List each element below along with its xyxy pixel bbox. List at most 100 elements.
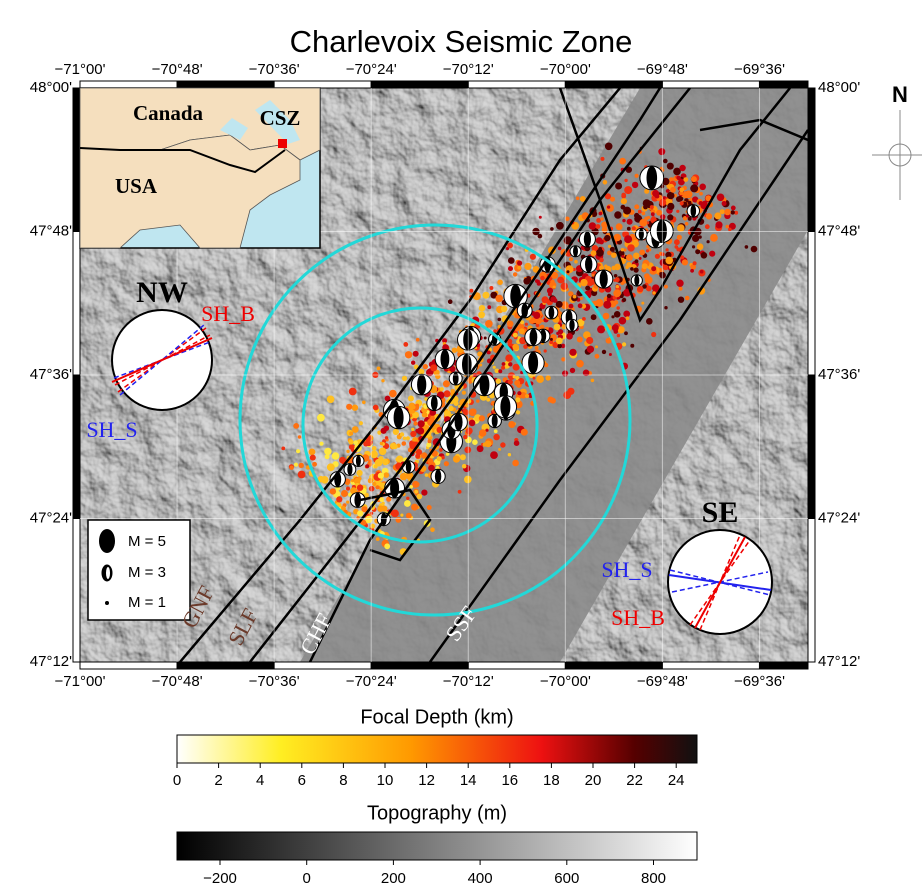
earthquake xyxy=(683,177,688,182)
earthquake xyxy=(619,158,626,165)
earthquake xyxy=(691,176,697,182)
frame-bar xyxy=(177,81,274,88)
lat-label: 47°36' xyxy=(818,366,860,383)
earthquake xyxy=(521,429,528,436)
tick-label: 16 xyxy=(501,772,518,789)
lon-label: −70°36' xyxy=(249,673,300,690)
earthquake xyxy=(623,207,631,215)
earthquake xyxy=(550,338,553,341)
earthquake xyxy=(418,420,425,427)
inset-label: Canada xyxy=(133,101,204,125)
earthquake xyxy=(437,456,442,461)
earthquake xyxy=(591,379,595,383)
earthquake xyxy=(298,435,301,438)
tick-label: 400 xyxy=(468,870,493,887)
earthquake xyxy=(508,266,513,271)
earthquake xyxy=(460,454,466,460)
earthquake xyxy=(508,421,515,428)
earthquake xyxy=(542,296,549,303)
earthquake xyxy=(666,248,669,251)
lon-label: −71°00' xyxy=(55,673,106,690)
lon-label: −69°36' xyxy=(734,61,785,78)
inset-map: Canada USA CSZ xyxy=(80,88,320,248)
focal-mechanism xyxy=(569,319,574,331)
earthquake xyxy=(745,245,749,249)
earthquake xyxy=(726,225,730,229)
earthquake xyxy=(533,312,540,319)
earthquake xyxy=(349,444,355,450)
earthquake xyxy=(624,179,627,182)
colorbar-title: Focal Depth (km) xyxy=(360,706,513,728)
earthquake xyxy=(566,333,573,340)
earthquake xyxy=(395,457,399,461)
earthquake xyxy=(536,375,544,383)
earthquake xyxy=(453,456,460,463)
earthquake xyxy=(294,463,298,467)
earthquake xyxy=(396,517,402,523)
earthquake xyxy=(296,449,300,453)
earthquake xyxy=(639,250,645,256)
earthquake xyxy=(677,224,685,232)
depth-ticks: 024681012141618202224 xyxy=(173,763,685,789)
earthquake xyxy=(479,364,482,367)
earthquake xyxy=(501,306,507,312)
earthquake xyxy=(617,334,620,337)
earthquake xyxy=(416,449,422,455)
frame-bar xyxy=(73,88,80,232)
earthquake xyxy=(427,505,432,510)
earthquake xyxy=(327,463,335,471)
earthquake xyxy=(317,414,325,422)
earthquake xyxy=(309,449,316,456)
earthquake xyxy=(682,259,688,265)
earthquake xyxy=(634,204,639,209)
frame-bar xyxy=(759,662,808,669)
earthquake xyxy=(615,277,620,282)
earthquake xyxy=(627,244,634,251)
earthquake xyxy=(591,250,597,256)
earthquake xyxy=(692,235,699,242)
earthquake xyxy=(327,396,335,404)
earthquake xyxy=(346,450,349,453)
title: Charlevoix Seismic Zone xyxy=(290,24,633,59)
earthquake xyxy=(400,432,404,436)
frame-bar xyxy=(371,81,468,88)
earthquake xyxy=(596,249,604,257)
earthquake xyxy=(336,496,342,502)
earthquake xyxy=(346,501,349,504)
earthquake xyxy=(554,324,561,331)
earthquake xyxy=(411,428,414,431)
earthquake xyxy=(664,285,668,289)
earthquake xyxy=(430,527,435,532)
earthquake xyxy=(675,245,679,249)
earthquake xyxy=(621,248,624,251)
earthquake xyxy=(289,466,293,470)
earthquake xyxy=(490,451,498,459)
earthquake xyxy=(595,354,600,359)
earthquake xyxy=(679,165,685,171)
focal-mechanism xyxy=(585,256,592,272)
earthquake xyxy=(633,253,639,259)
earthquake xyxy=(525,394,529,398)
earthquake xyxy=(545,375,550,380)
earthquake xyxy=(557,277,564,284)
earthquake xyxy=(693,261,697,265)
earthquake xyxy=(659,272,662,275)
earthquake xyxy=(512,460,519,467)
earthquake xyxy=(619,317,627,325)
earthquake xyxy=(570,368,575,373)
earthquake xyxy=(530,254,536,260)
earthquake xyxy=(608,245,611,248)
earthquake xyxy=(406,497,409,500)
earthquake xyxy=(476,399,479,402)
tick-label: 18 xyxy=(543,772,560,789)
earthquake xyxy=(403,437,406,440)
frame-bar xyxy=(565,81,662,88)
frame-bar xyxy=(759,81,808,88)
earthquake xyxy=(519,328,525,334)
earthquake xyxy=(676,280,683,287)
frame-bar xyxy=(73,519,80,663)
earthquake xyxy=(281,447,285,451)
earthquake xyxy=(623,311,630,318)
earthquake xyxy=(421,490,427,496)
earthquake xyxy=(577,337,583,343)
